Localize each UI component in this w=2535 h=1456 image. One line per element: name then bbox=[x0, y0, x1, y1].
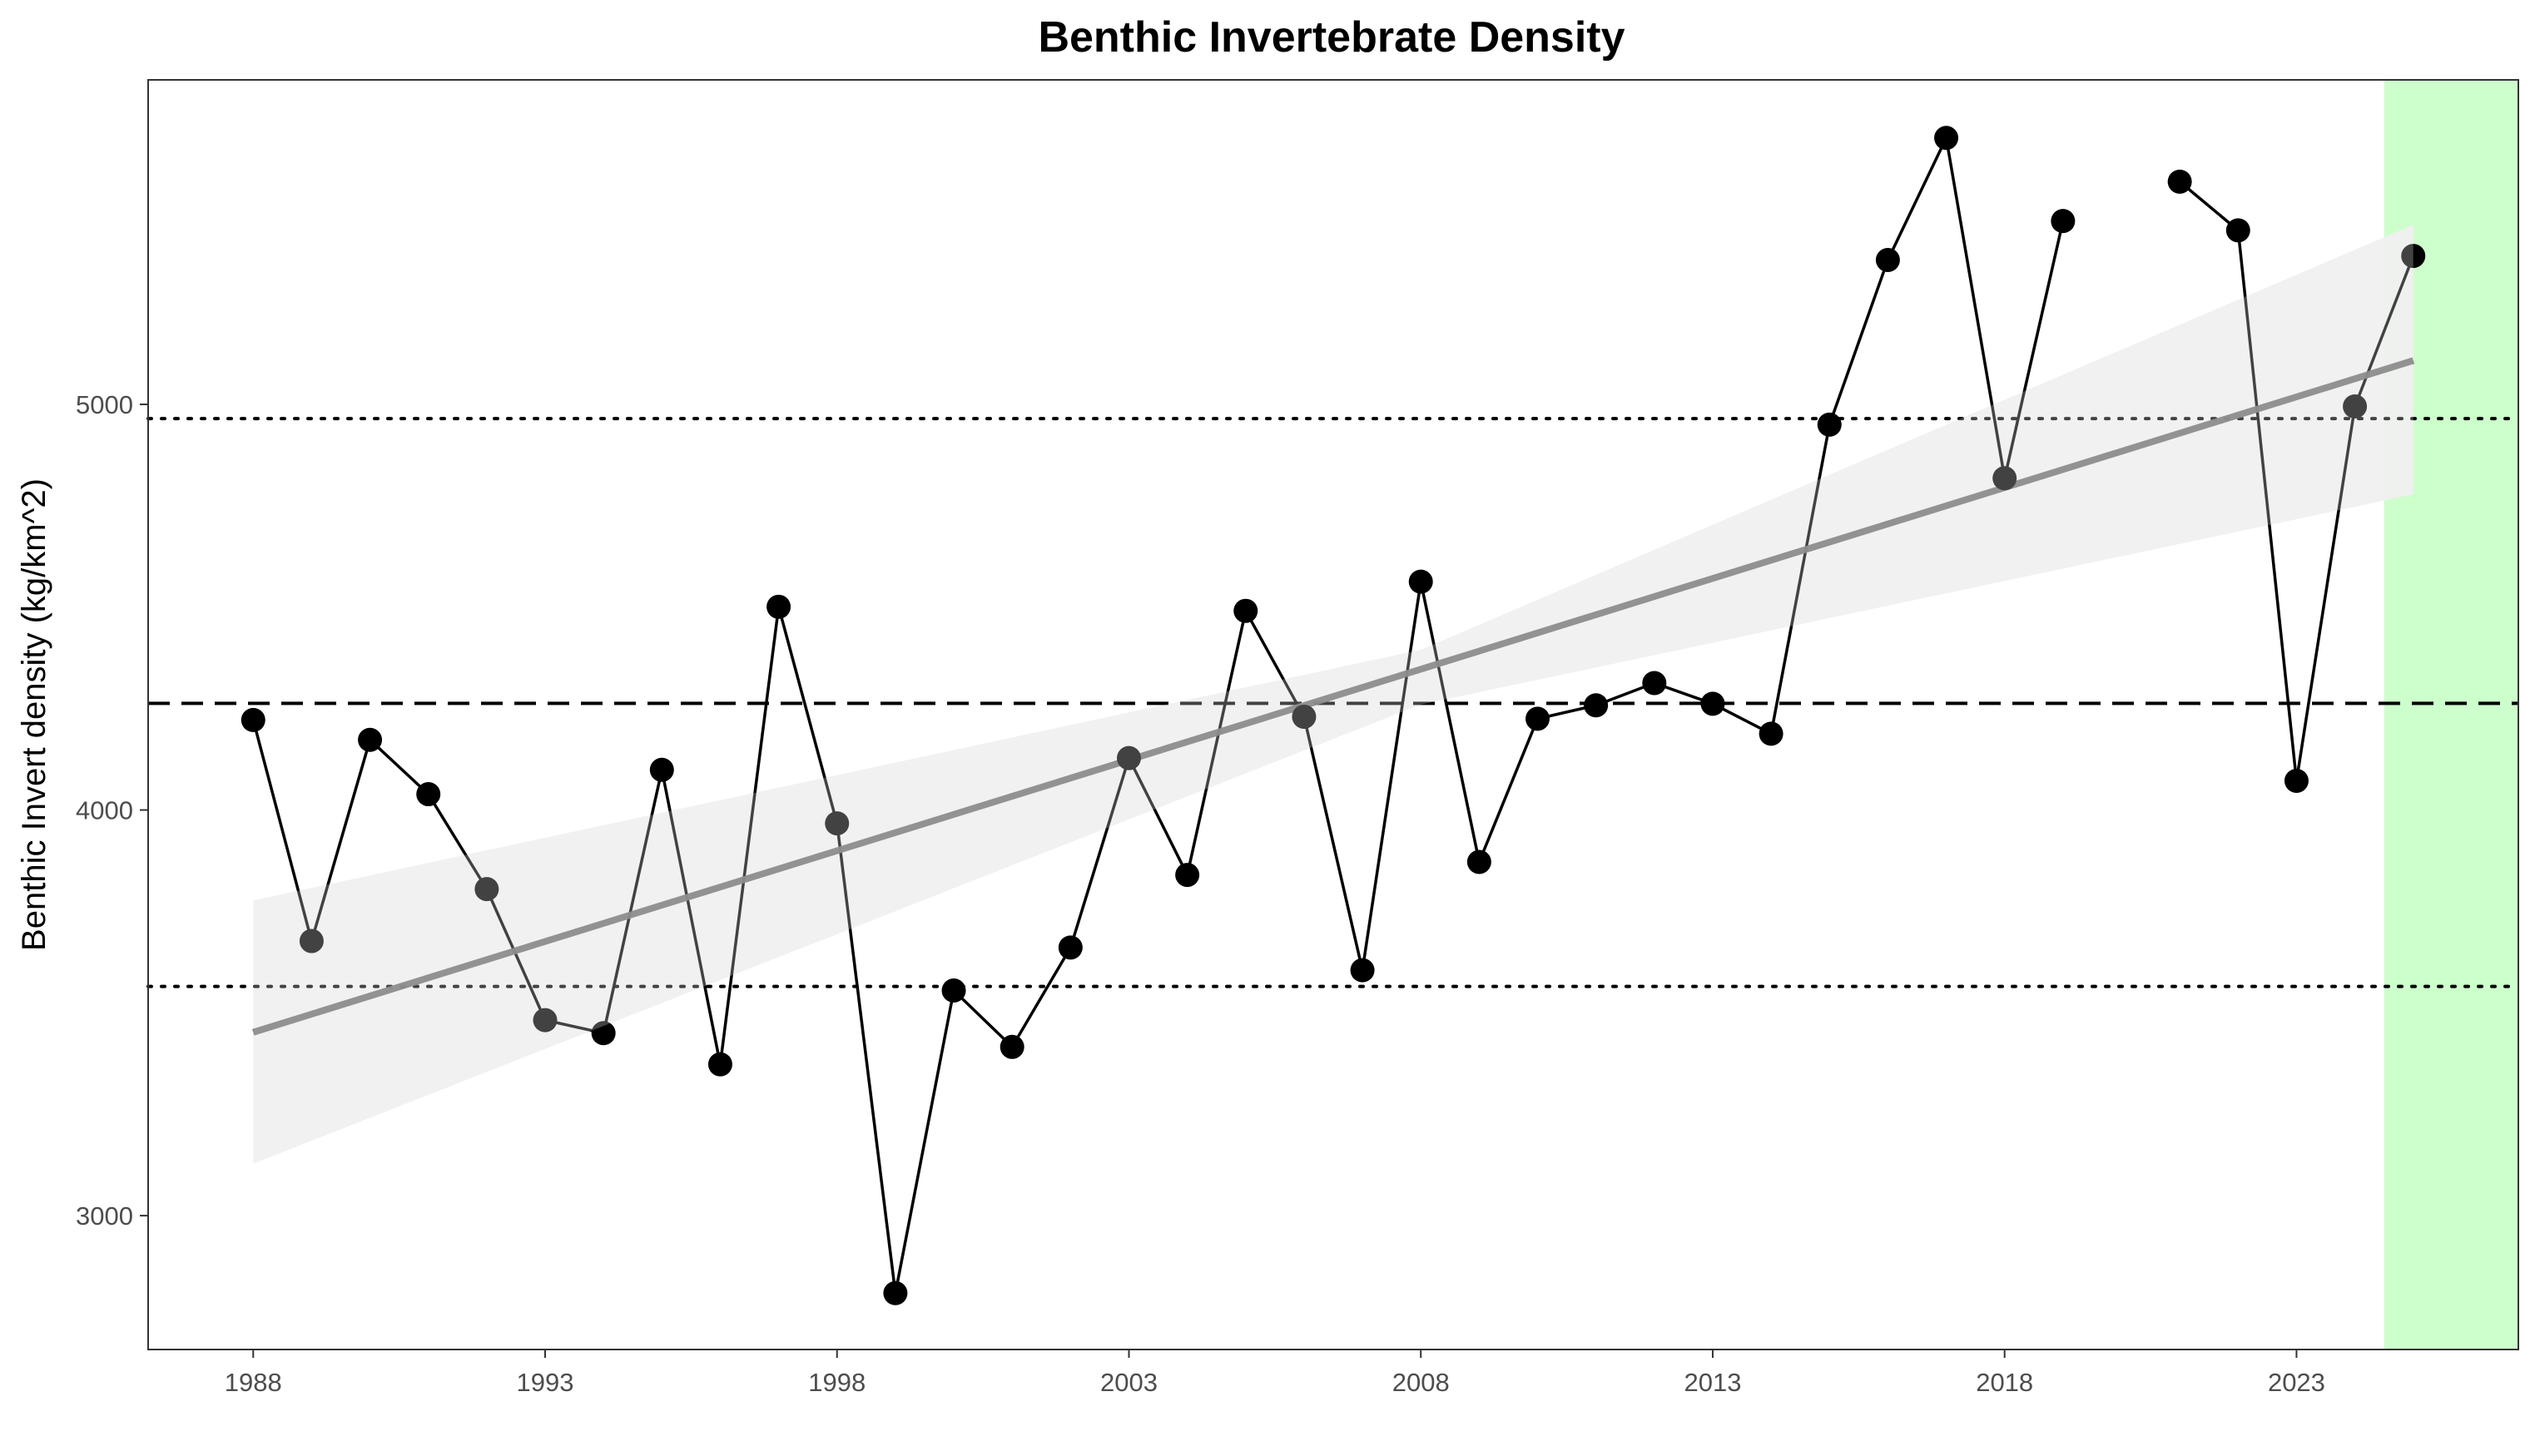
y-axis: 3000 4000 5000 bbox=[76, 390, 148, 1231]
y-tick-label: 4000 bbox=[76, 796, 133, 825]
data-point bbox=[1058, 935, 1083, 960]
y-axis-label: Benthic Invert density (kg/km^2) bbox=[16, 478, 52, 951]
data-point bbox=[1466, 849, 1491, 874]
data-line-segment bbox=[776, 606, 839, 825]
data-line-segment bbox=[369, 738, 429, 795]
data-line-segment bbox=[1244, 610, 1306, 718]
x-tick-label: 2008 bbox=[1392, 1368, 1450, 1397]
data-line-segment bbox=[1828, 259, 1890, 425]
x-tick-label: 1993 bbox=[517, 1368, 574, 1397]
x-tick-label: 2023 bbox=[2268, 1368, 2325, 1397]
data-point bbox=[1350, 958, 1375, 983]
data-point bbox=[1700, 691, 1725, 716]
data-line-segment bbox=[310, 739, 372, 942]
data-line-segment bbox=[2236, 230, 2299, 781]
data-point bbox=[1292, 704, 1317, 729]
data-point bbox=[416, 782, 441, 807]
data-point bbox=[1175, 863, 1200, 888]
data-line-segment bbox=[894, 990, 955, 1294]
data-point bbox=[883, 1280, 908, 1305]
data-point bbox=[2343, 394, 2368, 418]
data-line-segment bbox=[251, 719, 314, 942]
x-axis: 1988 1993 1998 2003 2008 2013 2018 2023 bbox=[225, 1350, 2325, 1397]
data-point bbox=[766, 594, 791, 619]
x-tick-label: 1988 bbox=[225, 1368, 282, 1397]
data-point bbox=[299, 929, 324, 953]
data-line-segment bbox=[1944, 137, 2007, 479]
data-point bbox=[1116, 745, 1141, 770]
data-point bbox=[649, 757, 674, 782]
plot-area bbox=[146, 79, 2520, 1350]
data-line-segment bbox=[427, 793, 489, 890]
data-line-segment bbox=[1185, 610, 1248, 875]
y-tick-label: 5000 bbox=[76, 390, 133, 419]
data-line-segment bbox=[1361, 581, 1422, 971]
confidence-band-overlay bbox=[253, 225, 2413, 1164]
data-line-segment bbox=[2294, 406, 2357, 781]
data-point bbox=[1817, 412, 1842, 437]
data-point bbox=[2167, 169, 2192, 194]
data-line-segment bbox=[718, 607, 781, 1065]
data-point bbox=[1992, 466, 2017, 491]
data-point bbox=[1525, 706, 1550, 731]
data-point bbox=[1408, 569, 1433, 594]
data-line-segment bbox=[1010, 946, 1072, 1048]
data-point bbox=[1233, 598, 1258, 623]
x-tick-label: 2013 bbox=[1684, 1368, 1741, 1397]
y-tick-label: 3000 bbox=[76, 1201, 133, 1231]
data-point bbox=[591, 1021, 616, 1046]
data-line-segment bbox=[1886, 136, 1948, 261]
chart-title: Benthic Invertebrate Density bbox=[1038, 13, 1625, 62]
data-line-segment bbox=[602, 769, 664, 1034]
data-line-segment bbox=[1419, 581, 1481, 863]
data-line-segment bbox=[1127, 757, 1189, 876]
x-tick-label: 2018 bbox=[1976, 1368, 2033, 1397]
data-line-segment bbox=[2353, 255, 2415, 408]
data-point bbox=[2051, 209, 2076, 234]
data-point bbox=[358, 727, 383, 752]
data-point bbox=[1875, 247, 1900, 272]
data-point bbox=[2401, 244, 2426, 269]
data-line-segment bbox=[1477, 718, 1540, 863]
data-line-segment bbox=[1069, 757, 1131, 948]
data-point bbox=[825, 811, 850, 836]
data-line-segment bbox=[2002, 220, 2065, 479]
data-point bbox=[1642, 671, 1667, 696]
data-point bbox=[1759, 721, 1783, 746]
data-line-segment bbox=[836, 823, 897, 1294]
data-line-segment bbox=[660, 769, 722, 1065]
data-point bbox=[1584, 693, 1609, 718]
data-point bbox=[941, 978, 966, 1003]
data-point bbox=[474, 877, 499, 902]
data-line-segment bbox=[952, 989, 1014, 1048]
trend-line bbox=[252, 357, 2414, 1036]
x-tick-label: 1998 bbox=[808, 1368, 866, 1397]
data-point bbox=[2225, 218, 2250, 243]
data-point bbox=[707, 1052, 732, 1077]
x-tick-label: 2003 bbox=[1100, 1368, 1158, 1397]
data-point bbox=[1000, 1034, 1024, 1059]
data-line-segment bbox=[485, 888, 547, 1021]
panel-border bbox=[147, 79, 2519, 1350]
data-point bbox=[2284, 768, 2309, 793]
data-line-segment bbox=[1302, 716, 1364, 971]
data-point bbox=[1934, 126, 1959, 151]
data-line-segment bbox=[2179, 181, 2240, 232]
data-point bbox=[533, 1008, 558, 1033]
data-point bbox=[241, 707, 265, 732]
data-line-segment bbox=[1769, 424, 1831, 735]
